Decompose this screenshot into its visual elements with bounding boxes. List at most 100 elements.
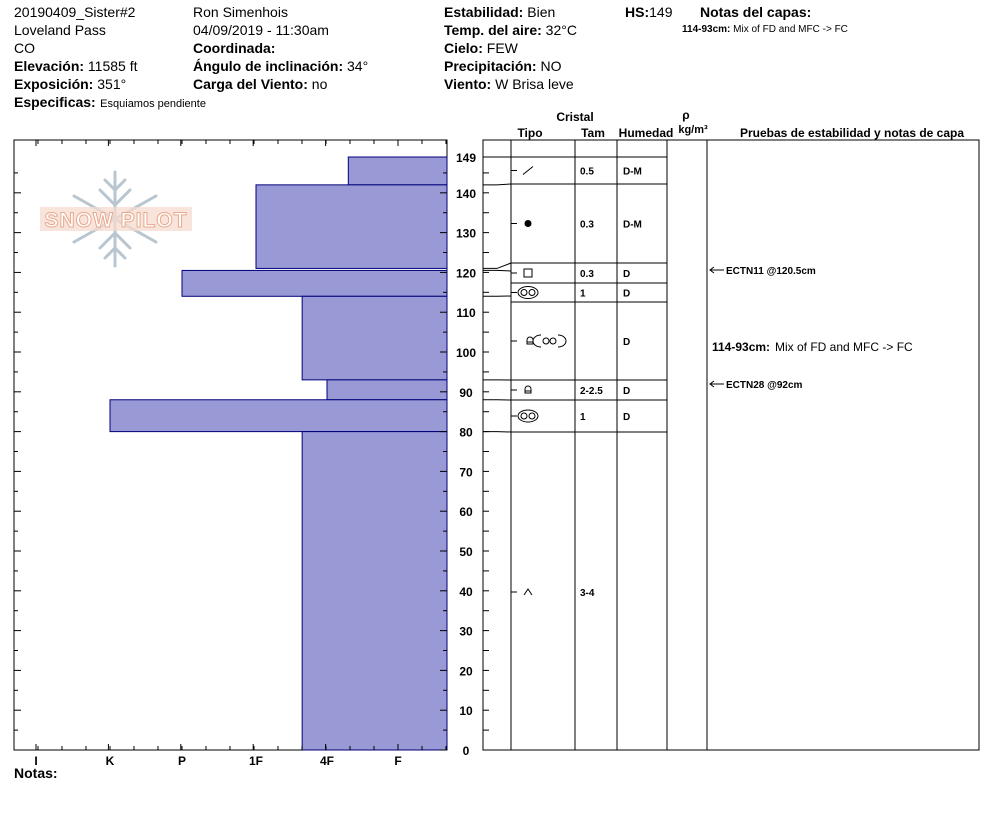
- stability-test: ECTN11 @120.5cm: [709, 266, 816, 277]
- wind-load: Carga del Viento: no: [193, 76, 327, 92]
- layer-connector: [483, 183, 512, 186]
- layer-moisture: D: [623, 289, 630, 300]
- melt-freeze-cluster-icon: [517, 286, 539, 299]
- wind-value: W Brisa leve: [495, 76, 574, 92]
- depth-tick-label: 20: [459, 664, 473, 678]
- hardness-bar: [326, 379, 448, 401]
- layer-row: 0.5 D-M: [511, 166, 642, 178]
- specifics-label: Especificas:: [14, 94, 96, 110]
- header-tests: Pruebas de estabilidad y notas de capa: [740, 126, 964, 140]
- header-rho: ρ: [682, 108, 689, 122]
- layer-size: 3-4: [580, 588, 595, 599]
- location: Loveland Pass: [14, 22, 106, 38]
- wind-label: Viento:: [444, 76, 492, 92]
- layer-moisture: D-M: [623, 220, 642, 231]
- layer-row: 0.3 D: [511, 268, 630, 280]
- depth-tick-label: 30: [459, 625, 473, 639]
- observer: Ron Simenhois: [193, 4, 288, 20]
- depth-tick-label: 110: [456, 306, 476, 320]
- layer-size: 1: [580, 289, 586, 300]
- header-tipo: Tipo: [517, 126, 542, 140]
- hs-value: 149: [649, 4, 673, 20]
- layer-moisture: D: [623, 412, 630, 423]
- depth-tick-label: 100: [456, 346, 476, 360]
- depth-tick-label: 0: [463, 744, 470, 758]
- header-density-unit: kg/m³: [678, 124, 708, 136]
- hardness-tick-label: K: [106, 754, 115, 768]
- depth-tick-label: 140: [456, 187, 476, 201]
- air-temp-value: 32°C: [545, 22, 577, 38]
- aspect-value: 351°: [97, 76, 127, 92]
- stability: Estabilidad: Bien: [444, 4, 555, 20]
- layer-moisture: D: [623, 269, 630, 280]
- depth-tick-label: 130: [456, 227, 476, 241]
- depth-hoar-icon: [523, 588, 533, 596]
- depth-tick-label: 70: [459, 465, 473, 479]
- stability-label: Estabilidad:: [444, 4, 524, 20]
- layer-moisture: D: [623, 337, 630, 348]
- sky: Cielo: FEW: [444, 40, 518, 56]
- rounding-facets-icon: [524, 385, 532, 394]
- layer-note-range: 114-93cm:: [682, 24, 731, 35]
- hardness-bar: [301, 295, 448, 381]
- hardness-tick-label: 1F: [249, 754, 263, 768]
- layer-table-frame: [482, 139, 980, 751]
- hardness-bar: [181, 269, 448, 297]
- layer-table: 0.5 D-M0.3 D-M0.3 D1 DD2-2.5 D1 D3-4 ECTN11 @1…: [482, 139, 980, 751]
- hardness-tick-label: F: [394, 754, 401, 768]
- wind-load-value: no: [311, 76, 328, 92]
- state: CO: [14, 40, 35, 56]
- slope-label: Ángulo de inclinación:: [193, 58, 344, 74]
- datetime: 04/09/2019 - 11:30am: [193, 22, 329, 38]
- test-result: ECTN11 @120.5cm: [726, 266, 816, 277]
- rounded-grain-icon: [524, 220, 532, 227]
- hardness-tick-label: P: [178, 754, 186, 768]
- aspect: Exposición: 351°: [14, 76, 126, 92]
- elevation: Elevación: 11585 ft: [14, 58, 137, 74]
- hardness-bars: [109, 156, 448, 751]
- depth-tick-label: 120: [456, 266, 476, 280]
- layer-note-header: 114-93cm: Mix of FD and MFC -> FC: [682, 24, 848, 35]
- layer-connector: [483, 262, 512, 269]
- table-headers: Cristal Tipo Tam Humedad ρ kg/m³ Pruebas…: [517, 108, 964, 140]
- elevation-value: 11585 ft: [87, 58, 138, 74]
- layer-notes-title: Notas del capas:: [700, 4, 812, 20]
- precip: Precipitación: NO: [444, 58, 561, 74]
- logo-text: SNOW PILOT: [45, 209, 188, 232]
- elevation-label: Elevación:: [14, 58, 85, 74]
- hardness-axis: I K P 1F 4F F: [13, 140, 447, 768]
- hardness-chart: SNOW PILOT I K P 1F 4F F 0 10 20 30 40 50 60 70 80 90 1…: [13, 139, 489, 768]
- specifics: Especificas: Esquiamos pendiente: [14, 94, 206, 112]
- melt-freeze-cluster-icon: [517, 409, 539, 423]
- hardness-bar: [255, 184, 448, 269]
- wind: Viento: W Brisa leve: [444, 76, 574, 92]
- depth-tick-label: 80: [459, 426, 473, 440]
- layer-connector: [483, 269, 512, 272]
- wind-load-label: Carga del Viento:: [193, 76, 308, 92]
- layer-row: 2-2.5 D: [511, 385, 630, 397]
- layer-moisture: D-M: [623, 167, 642, 178]
- sky-value: FEW: [486, 40, 518, 56]
- precip-label: Precipitación:: [444, 58, 537, 74]
- header-humedad: Humedad: [619, 126, 674, 140]
- layer-note-range: 114-93cm:: [712, 340, 770, 354]
- layer-note-text: Mix of FD and MFC -> FC: [775, 340, 913, 354]
- arrow-head-icon: [709, 266, 715, 274]
- header-tam: Tam: [581, 126, 605, 140]
- stability-tests: ECTN11 @120.5cm ECTN28 @92cm 114-93cm: Mix …: [709, 266, 913, 391]
- snowpilot-logo: SNOW PILOT: [40, 170, 192, 268]
- hardness-bar: [301, 431, 448, 751]
- precipitation-particle-icon: [522, 166, 534, 175]
- layer-size: 0.5: [580, 167, 594, 178]
- sky-label: Cielo:: [444, 40, 483, 56]
- layer-row: 0.3 D-M: [511, 220, 642, 231]
- slope: Ángulo de inclinación: 34°: [193, 58, 368, 74]
- depth-tick-label: 40: [459, 585, 473, 599]
- air-temp: Temp. del aire: 32°C: [444, 22, 577, 38]
- depth-tick-label: 10: [459, 704, 473, 718]
- hardness-bar: [109, 399, 448, 433]
- precip-value: NO: [540, 58, 562, 74]
- layer-rows: 0.5 D-M0.3 D-M0.3 D1 DD2-2.5 D1 D3-4: [483, 156, 667, 599]
